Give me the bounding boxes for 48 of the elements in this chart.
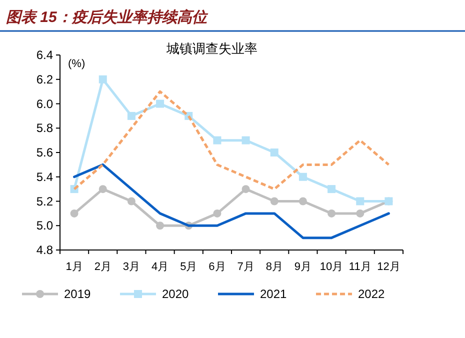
point	[127, 197, 136, 206]
y-tick-label: 4.8	[36, 243, 54, 257]
y-tick-label: 5.4	[36, 170, 54, 184]
x-tick-label: 3月	[122, 261, 140, 273]
x-tick-label: 8月	[266, 261, 283, 273]
x-tick-label: 2月	[94, 261, 112, 273]
x-tick-label: 10月	[320, 261, 344, 273]
line-series	[73, 163, 390, 240]
y-axis-title: (%)	[68, 58, 86, 70]
point	[127, 112, 136, 120]
point	[156, 100, 164, 108]
y-tick-label: 5.6	[36, 146, 54, 160]
point	[98, 75, 107, 84]
y-tick-label: 5.0	[36, 218, 54, 233]
x-tick-label: 9月	[294, 261, 312, 273]
y-tick-label: 5.2	[36, 194, 54, 208]
point	[298, 172, 307, 181]
x-tick-label: 7月	[237, 261, 254, 273]
x-tick-label: 4月	[151, 261, 169, 273]
point	[328, 209, 336, 218]
x-tick-label: 5月	[180, 261, 198, 273]
y-tick-label: 6.4	[36, 48, 54, 62]
legend-label: 2020	[162, 287, 190, 301]
point	[356, 209, 364, 218]
point	[356, 197, 364, 206]
x-tick-label: 6月	[208, 261, 226, 273]
chart-subtitle: 城镇调查失业率	[166, 41, 258, 56]
x-tick-label: 1月	[66, 261, 83, 273]
point	[70, 209, 78, 218]
legend-label: 2021	[260, 287, 288, 301]
legend-label: 2022	[358, 287, 386, 301]
x-tick-label: 11月	[348, 261, 372, 273]
y-tick-label: 6.2	[36, 72, 54, 86]
point	[270, 148, 278, 156]
y-tick-label: 6.0	[36, 96, 54, 111]
point	[213, 209, 222, 218]
point	[156, 222, 164, 230]
x-tick-label: 12月	[377, 261, 400, 273]
title: 图表 15：疫后失业率持续高位	[6, 9, 207, 26]
point	[242, 136, 250, 144]
legend-label: 2019	[64, 287, 92, 301]
point	[270, 197, 278, 206]
point	[98, 185, 107, 194]
point	[328, 185, 336, 194]
point	[298, 197, 307, 206]
point	[213, 136, 222, 144]
y-tick-label: 5.8	[36, 121, 54, 136]
point	[242, 185, 250, 194]
